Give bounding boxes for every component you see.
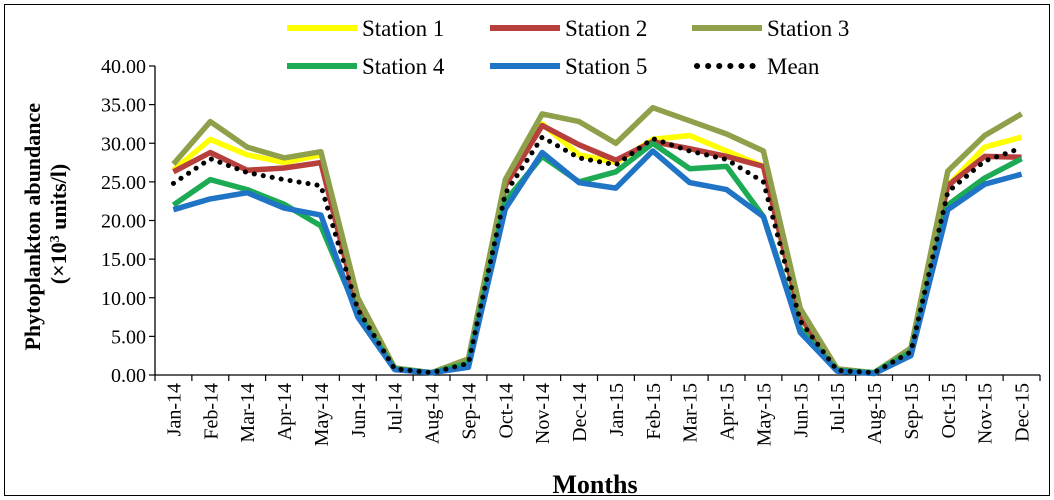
series-line-station-3	[171, 104, 1023, 376]
legend-label: Station 4	[362, 54, 445, 79]
legend-label: Station 3	[767, 16, 849, 41]
y-axis: 0.00 5.00 10.00 15.00 20.00 25.00 30.00 35.00 40…	[101, 56, 156, 387]
x-tick-label: Aug-15	[864, 383, 886, 444]
x-tick-label: Oct-15	[938, 383, 960, 439]
y-tick-label: 15.00	[101, 249, 146, 271]
y-tick-label: 35.00	[101, 95, 146, 117]
x-tick-label: Feb-15	[643, 383, 665, 440]
series-layer	[170, 104, 1025, 377]
x-axis: Jan-14 Feb-14 Mar-14 Apr-14 May-14 Jun-14 Jul-…	[154, 374, 1041, 446]
x-tick-label: Mar-15	[680, 383, 702, 443]
x-tick-label: May-14	[311, 383, 333, 446]
legend-item-station-4: Station 4	[287, 54, 445, 79]
legend-label: Station 1	[362, 16, 444, 41]
series-line-station-5	[172, 148, 1023, 377]
y-tick-label: 10.00	[101, 288, 146, 310]
x-tick-label: Oct-14	[495, 383, 517, 439]
y-axis-title-unit-exp: 3	[48, 235, 63, 242]
y-axis-title: Phytoplankton abundance (×103 units/l)	[20, 97, 71, 350]
legend-label: Station 5	[565, 54, 647, 79]
y-tick-label: 20.00	[101, 211, 146, 233]
y-axis-title-text: Phytoplankton abundance	[20, 103, 45, 351]
x-tick-label: Mar-14	[237, 383, 259, 443]
x-tick-label: Nov-14	[532, 383, 554, 444]
y-axis-title-unit-suffix: units/l)	[46, 164, 71, 236]
x-tick-label: Nov-15	[975, 383, 997, 444]
series-line-station-4	[171, 140, 1023, 376]
x-tick-label: Jun-15	[790, 383, 812, 437]
y-tick-label: 0.00	[111, 365, 146, 387]
legend-item-station-1: Station 1	[287, 16, 444, 41]
x-tick-label: Aug-14	[422, 383, 444, 444]
x-tick-label: Dec-14	[569, 383, 591, 442]
x-tick-label: Apr-14	[274, 383, 296, 440]
y-tick-label: 40.00	[101, 56, 146, 78]
y-tick-label: 25.00	[101, 172, 146, 194]
legend-item-station-3: Station 3	[692, 16, 849, 41]
x-tick-label: Jun-14	[348, 383, 370, 437]
legend-item-station-2: Station 2	[490, 16, 647, 41]
x-tick-label: Feb-14	[200, 383, 222, 440]
y-axis-title-unit: (×103 units/l)	[46, 164, 71, 284]
legend-item-mean: Mean	[694, 54, 820, 79]
x-tick-label: Jan-14	[163, 383, 185, 436]
legend-label: Mean	[767, 54, 820, 79]
x-tick-label: Jul-15	[827, 383, 849, 433]
y-axis-title-unit-prefix: (×10	[46, 242, 71, 284]
x-tick-label: Jan-15	[606, 383, 628, 436]
x-tick-label: May-15	[753, 383, 775, 446]
x-tick-label: Dec-15	[1012, 383, 1034, 442]
chart-frame	[4, 4, 1050, 496]
y-tick-label: 5.00	[111, 326, 146, 348]
y-tick-label: 30.00	[101, 133, 146, 155]
series-line-mean	[170, 134, 1025, 376]
legend-item-station-5: Station 5	[490, 54, 647, 79]
x-tick-label: Sep-15	[901, 383, 923, 440]
legend: Station 1 Station 2 Station 3 Station 4 Stat…	[287, 16, 849, 79]
legend-label: Station 2	[565, 16, 647, 41]
x-tick-label: Apr-15	[717, 383, 739, 440]
x-tick-label: Jul-14	[385, 383, 407, 433]
x-axis-title: Months	[552, 470, 637, 499]
x-tick-label: Sep-14	[458, 383, 480, 440]
